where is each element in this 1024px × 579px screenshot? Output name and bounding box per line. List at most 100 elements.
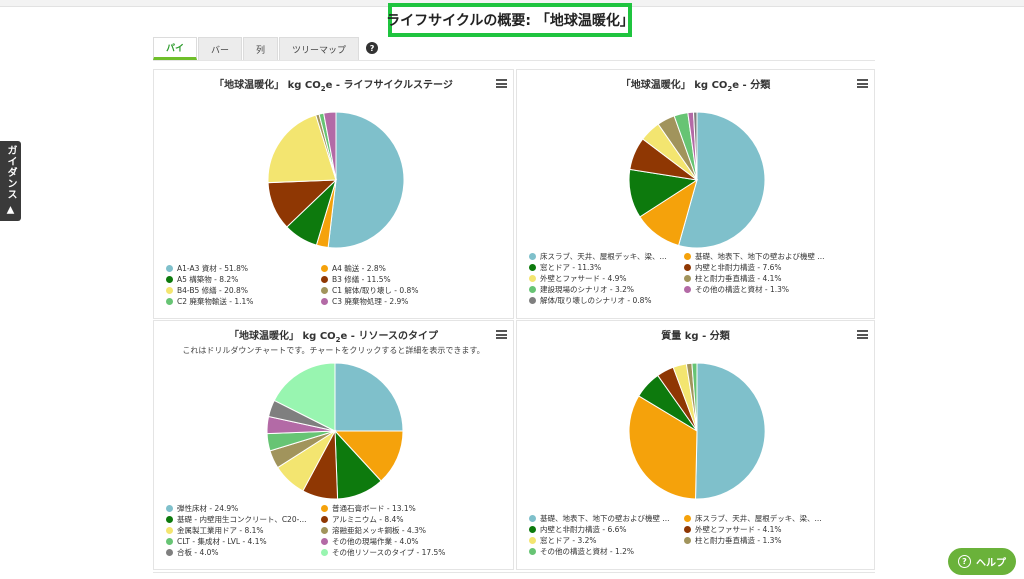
chart-title: 「地球温暖化」 kg CO2e - ライフサイクルステージ: [214, 80, 453, 93]
legend-marker: [321, 504, 328, 512]
help-button[interactable]: ? ヘルプ: [948, 548, 1016, 575]
pie-slice-0[interactable]: [327, 111, 405, 249]
legend-label: 基礎、地表下、地下の壁および機壁 ...: [540, 513, 670, 523]
legend-item[interactable]: 外壁とファサード - 4.9%: [529, 273, 684, 283]
chart-menu-icon[interactable]: [857, 330, 868, 339]
legend-item[interactable]: 普通石膏ボード - 13.1%: [321, 503, 476, 513]
guidance-side-tab[interactable]: ガイダンス ▲: [0, 141, 21, 221]
legend-label: 基礎、地表下、地下の壁および機壁 ...: [695, 251, 825, 261]
question-icon[interactable]: ?: [366, 42, 379, 54]
legend-item[interactable]: 金属製工業用ドア - 8.1%: [166, 525, 321, 535]
chart-menu-icon[interactable]: [857, 79, 868, 88]
legend-item[interactable]: 床スラブ、天井、屋根デッキ、梁、...: [684, 513, 839, 523]
legend-item[interactable]: 基礎、地表下、地下の壁および機壁 ...: [529, 513, 684, 523]
tab-treemap[interactable]: ツリーマップ: [279, 37, 360, 60]
legend-label: 建設現場のシナリオ - 3.2%: [540, 284, 635, 294]
legend-item[interactable]: その他リソースのタイプ - 17.5%: [321, 547, 476, 557]
legend-label: その他リソースのタイプ - 17.5%: [332, 547, 446, 557]
legend-item[interactable]: A4 輸送 - 2.8%: [321, 263, 476, 273]
legend-marker: [684, 525, 691, 533]
legend-label: 普通石膏ボード - 13.1%: [332, 503, 416, 513]
tab-pie[interactable]: パイ: [153, 37, 198, 60]
pie-slice-1[interactable]: [628, 395, 698, 500]
pie-slice-9[interactable]: [273, 362, 336, 432]
pie-chart-classification[interactable]: [517, 70, 876, 250]
legend-marker: [321, 515, 328, 523]
legend-item[interactable]: その他の構造と資材 - 1.2%: [529, 546, 684, 556]
pie-slice-6[interactable]: [691, 362, 698, 432]
chart-panel-classification: 「地球温暖化」 kg CO2e - 分類 床スラブ、天井、屋根デッキ、梁、...…: [516, 69, 875, 319]
legend-item[interactable]: 窓とドア - 11.3%: [529, 262, 684, 272]
legend-item[interactable]: C1 解体/取り壊し - 0.8%: [321, 285, 476, 295]
legend-label: 床スラブ、天井、屋根デッキ、梁、...: [540, 251, 667, 261]
chart-subtitle: これはドリルダウンチャートです。チャートをクリックすると詳細を表示できます。: [182, 346, 485, 355]
legend-item[interactable]: 柱と耐力垂直構造 - 1.3%: [684, 535, 839, 545]
pie-slice-1[interactable]: [333, 430, 404, 482]
legend-marker: [321, 537, 328, 545]
legend-item[interactable]: アルミニウム - 8.4%: [321, 514, 476, 524]
legend-item[interactable]: B4-B5 修繕 - 20.8%: [166, 285, 321, 295]
legend-label: 外壁とファサード - 4.9%: [540, 273, 627, 283]
legend-marker: [684, 252, 691, 260]
legend-item[interactable]: C3 廃棄物処理 - 2.9%: [321, 296, 476, 306]
pie-chart-mass[interactable]: [517, 321, 876, 503]
tab-column[interactable]: 列: [243, 37, 279, 60]
legend-item[interactable]: B3 修繕 - 11.5%: [321, 274, 476, 284]
pie-chart-resource-type[interactable]: [154, 321, 515, 501]
pie-slice-0[interactable]: [677, 111, 766, 249]
legend-item[interactable]: 窓とドア - 3.2%: [529, 535, 684, 545]
legend-marker: [529, 285, 536, 293]
legend-item[interactable]: その他の構造と資材 - 1.3%: [684, 284, 839, 294]
legend-item[interactable]: 溶融亜鉛メッキ鋼板 - 4.3%: [321, 525, 476, 535]
chart-panel-resource-type: 「地球温暖化」 kg CO2e - リソースのタイプ これはドリルダウンチャート…: [153, 320, 514, 570]
legend-label: 内壁と非耐力構造 - 7.6%: [695, 262, 782, 272]
legend-label: C1 解体/取り壊し - 0.8%: [332, 285, 419, 295]
legend-item[interactable]: 基礎 - 内壁用生コンクリート、C20-...: [166, 514, 321, 524]
legend-item[interactable]: 弾性床材 - 24.9%: [166, 503, 321, 513]
legend-marker: [529, 514, 536, 522]
legend-item[interactable]: 内壁と非耐力構造 - 7.6%: [684, 262, 839, 272]
legend-item[interactable]: 建設現場のシナリオ - 3.2%: [529, 284, 684, 294]
legend-marker: [166, 548, 173, 556]
legend-label: その他の現場作業 - 4.0%: [332, 536, 419, 546]
legend-label: 基礎 - 内壁用生コンクリート、C20-...: [177, 514, 307, 524]
tab-bar[interactable]: バー: [198, 37, 243, 60]
legend-label: A1-A3 資材 - 51.8%: [177, 263, 249, 273]
pie-chart-lifecycle[interactable]: [154, 70, 515, 260]
legend-label: 柱と耐力垂直構造 - 1.3%: [695, 535, 782, 545]
legend-item[interactable]: 基礎、地表下、地下の壁および機壁 ...: [684, 251, 839, 261]
legend-marker: [321, 297, 328, 305]
chart-panel-mass: 質量 kg - 分類 基礎、地表下、地下の壁および機壁 ... 床スラブ、天井、屋…: [516, 320, 875, 570]
legend-item[interactable]: 外壁とファサード - 4.1%: [684, 524, 839, 534]
legend-item[interactable]: 内壁と非耐力構造 - 6.6%: [529, 524, 684, 534]
legend-label: 床スラブ、天井、屋根デッキ、梁、...: [695, 513, 822, 523]
legend-label: C2 廃棄物輸送 - 1.1%: [177, 296, 254, 306]
legend-item[interactable]: 解体/取り壊しのシナリオ - 0.8%: [529, 295, 684, 305]
legend-marker: [166, 297, 173, 305]
chart-type-tabs: パイ バー 列 ツリーマップ ?: [153, 37, 379, 60]
pie-slice-0[interactable]: [334, 362, 404, 432]
legend-item[interactable]: 床スラブ、天井、屋根デッキ、梁、...: [529, 251, 684, 261]
legend-item[interactable]: CLT - 集成材 - LVL - 4.1%: [166, 536, 321, 546]
pie-slice-0[interactable]: [694, 362, 766, 500]
pie-slice-8[interactable]: [692, 111, 698, 181]
legend-marker: [321, 286, 328, 294]
legend-label: C3 廃棄物処理 - 2.9%: [332, 296, 409, 306]
legend-label: CLT - 集成材 - LVL - 4.1%: [177, 536, 267, 546]
legend-item[interactable]: A5 構築物 - 8.2%: [166, 274, 321, 284]
legend-item[interactable]: A1-A3 資材 - 51.8%: [166, 263, 321, 273]
legend-item[interactable]: 合板 - 4.0%: [166, 547, 321, 557]
legend-item[interactable]: 柱と耐力垂直構造 - 4.1%: [684, 273, 839, 283]
pie-slice-7[interactable]: [323, 111, 337, 181]
chart-menu-icon[interactable]: [496, 330, 507, 339]
legend-marker: [529, 263, 536, 271]
legend-marker: [321, 275, 328, 283]
pie-slice-4[interactable]: [267, 114, 337, 184]
legend-item[interactable]: C2 廃棄物輸送 - 1.1%: [166, 296, 321, 306]
legend-item[interactable]: その他の現場作業 - 4.0%: [321, 536, 476, 546]
legend-marker: [529, 525, 536, 533]
chart-menu-icon[interactable]: [496, 79, 507, 88]
legend-marker: [684, 263, 691, 271]
legend-label: 柱と耐力垂直構造 - 4.1%: [695, 273, 782, 283]
legend-label: 金属製工業用ドア - 8.1%: [177, 525, 264, 535]
